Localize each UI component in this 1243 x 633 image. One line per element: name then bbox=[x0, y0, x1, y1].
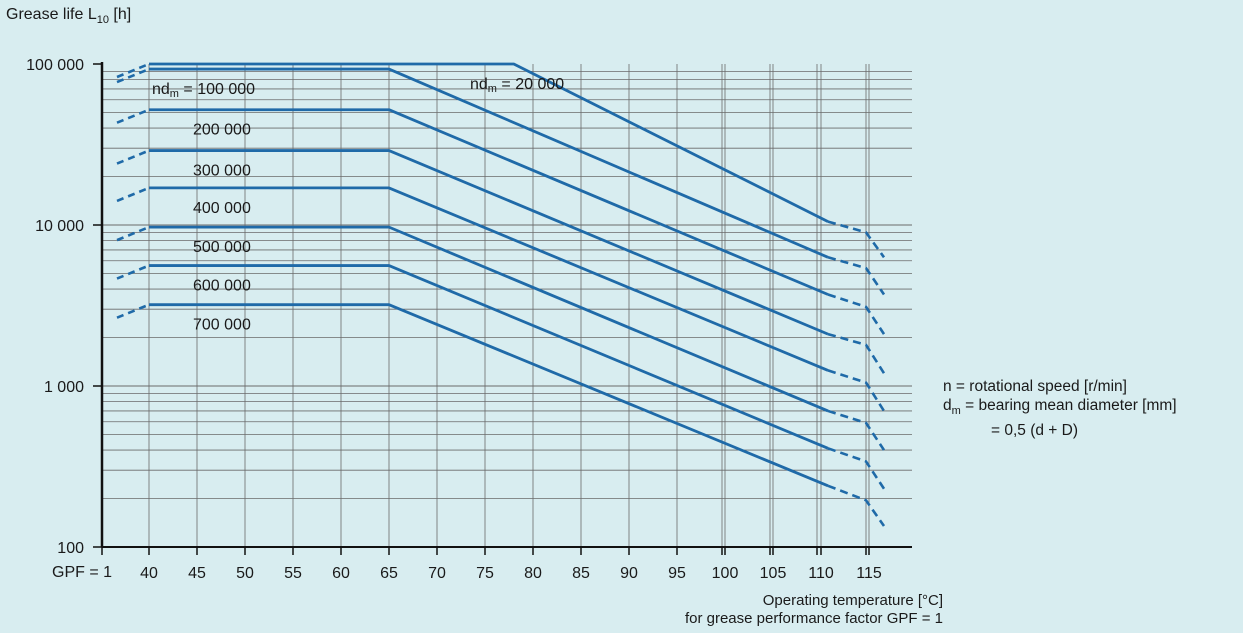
series-label: ndm = 20 000 bbox=[470, 76, 564, 95]
x-tick-label: 110 bbox=[808, 565, 834, 582]
y-tick-label: 100 000 bbox=[26, 57, 84, 74]
series-tail-dash bbox=[827, 484, 886, 527]
note-line-speed: n = rotational speed [r/min] bbox=[943, 378, 1127, 395]
x-tick-label: 55 bbox=[284, 565, 302, 582]
x-tick-label: 70 bbox=[428, 565, 446, 582]
note-line-diameter: dm = bearing mean diameter [mm] bbox=[943, 397, 1177, 418]
x-tick-label: 105 bbox=[760, 565, 787, 582]
series-tail-dash bbox=[827, 332, 886, 374]
series-label: 500 000 bbox=[193, 239, 251, 256]
x-axis-caption: Operating temperature [°C] for grease pe… bbox=[685, 592, 943, 628]
note-line-formula: = 0,5 (d + D) bbox=[991, 422, 1079, 440]
legend-note: n = rotational speed [r/min] dm = bearin… bbox=[943, 377, 1177, 440]
x-tick-label: 65 bbox=[380, 565, 398, 582]
series-lead-dash bbox=[116, 108, 150, 124]
x-tick-label: 40 bbox=[140, 565, 158, 582]
x-tick-label: 100 bbox=[712, 565, 739, 582]
x-tick-label: 115 bbox=[856, 565, 882, 582]
gpf-label: GPF = 1 bbox=[52, 564, 113, 581]
series-line bbox=[149, 186, 829, 372]
x-tick-label: 60 bbox=[332, 565, 350, 582]
x-tick-label: 80 bbox=[524, 565, 542, 582]
series-label: 600 000 bbox=[193, 278, 251, 295]
y-tick-label: 10 000 bbox=[35, 218, 84, 235]
series-line bbox=[149, 108, 829, 296]
series-line bbox=[149, 67, 829, 259]
series-lead-dash bbox=[116, 303, 150, 319]
series-tail-dash bbox=[827, 293, 886, 335]
series-lead-dash bbox=[116, 186, 150, 203]
series-line bbox=[149, 62, 829, 223]
x-tick-label: 75 bbox=[476, 565, 494, 582]
series-lead-dash bbox=[116, 225, 150, 242]
series-lead-dash bbox=[116, 62, 150, 79]
x-tick-label: 90 bbox=[620, 565, 638, 582]
x-axis-caption-line2: for grease performance factor GPF = 1 bbox=[684, 610, 943, 627]
x-tick-label: 50 bbox=[236, 565, 254, 582]
series-label: 300 000 bbox=[193, 163, 251, 180]
series-label: ndm = 100 000 bbox=[152, 81, 255, 100]
series-label: 400 000 bbox=[193, 200, 251, 217]
series-lead-dash bbox=[116, 264, 150, 280]
x-tick-label: 95 bbox=[668, 565, 686, 582]
x-tick-label: 45 bbox=[188, 565, 206, 582]
series-lead-dash bbox=[116, 149, 150, 165]
series-line bbox=[149, 264, 829, 450]
series-tail-dash bbox=[827, 220, 886, 259]
y-axis-title: Grease life L10 [h] bbox=[6, 6, 132, 27]
series-line bbox=[149, 225, 829, 413]
series-tail-dash bbox=[827, 409, 886, 451]
series-label: 700 000 bbox=[193, 317, 251, 334]
series-tail-dash bbox=[827, 256, 886, 296]
y-tick-label: 100 bbox=[57, 540, 84, 557]
x-tick-label: 85 bbox=[572, 565, 590, 582]
series-line bbox=[149, 303, 829, 488]
series-tail-dash bbox=[827, 447, 886, 490]
y-tick-label: 1 000 bbox=[44, 379, 84, 396]
series-line bbox=[149, 149, 829, 336]
x-axis-caption-line1: Operating temperature [°C] bbox=[762, 592, 943, 609]
series-tail-dash bbox=[827, 369, 886, 412]
series-label: 200 000 bbox=[193, 122, 251, 139]
series-lead-dash bbox=[116, 67, 150, 84]
